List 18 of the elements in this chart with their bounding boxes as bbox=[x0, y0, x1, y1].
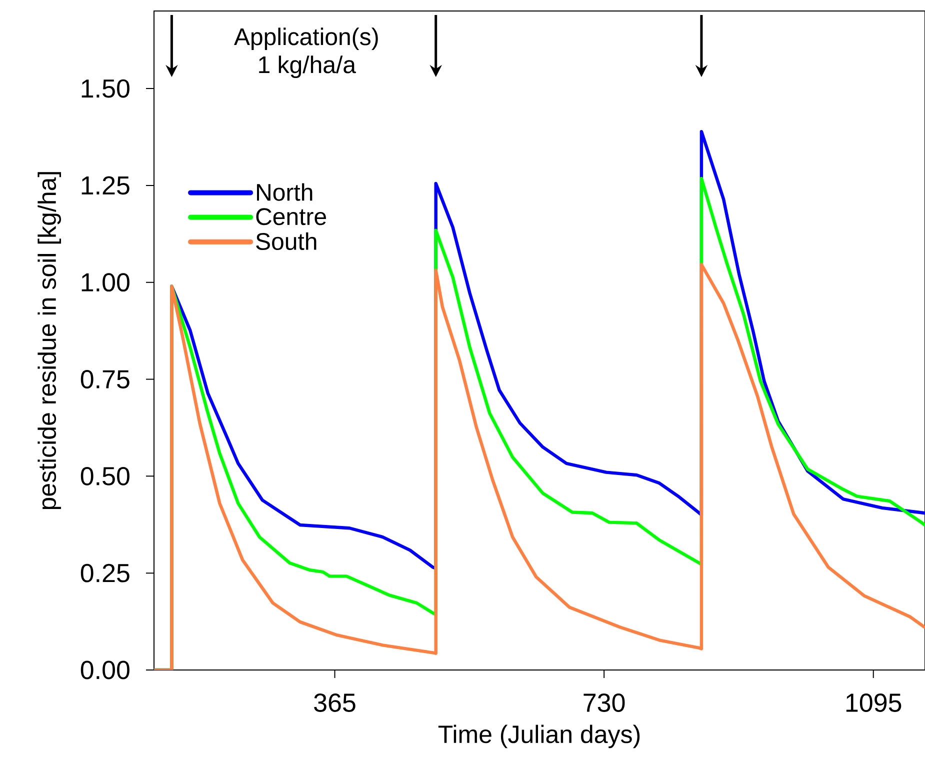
x-tick-label: 730 bbox=[584, 694, 625, 712]
legend-label: Centre bbox=[256, 208, 326, 226]
y-tick-label: 0.00 bbox=[80, 660, 130, 680]
y-axis-title: pesticide residue in soil [kg/ha] bbox=[38, 172, 62, 510]
legend-label: South bbox=[256, 232, 316, 250]
y-tick-label: 1.25 bbox=[82, 176, 130, 195]
x-tick-label: 365 bbox=[314, 694, 356, 712]
annotation: 1 kg/ha/a bbox=[259, 56, 356, 78]
annotation: Application(s) bbox=[234, 28, 378, 50]
y-tick-label: 1.50 bbox=[82, 79, 130, 98]
y-tick-label: 1.00 bbox=[82, 273, 130, 292]
x-axis-title: Time (Julian days) bbox=[438, 724, 640, 748]
y-tick-label: 0.25 bbox=[80, 564, 130, 582]
x-tick-label: 1095 bbox=[846, 694, 902, 712]
line-series bbox=[154, 262, 925, 670]
y-tick-label: 0.50 bbox=[80, 466, 130, 486]
legend-label: North bbox=[257, 183, 312, 201]
y-tick-label: 0.75 bbox=[80, 370, 130, 388]
